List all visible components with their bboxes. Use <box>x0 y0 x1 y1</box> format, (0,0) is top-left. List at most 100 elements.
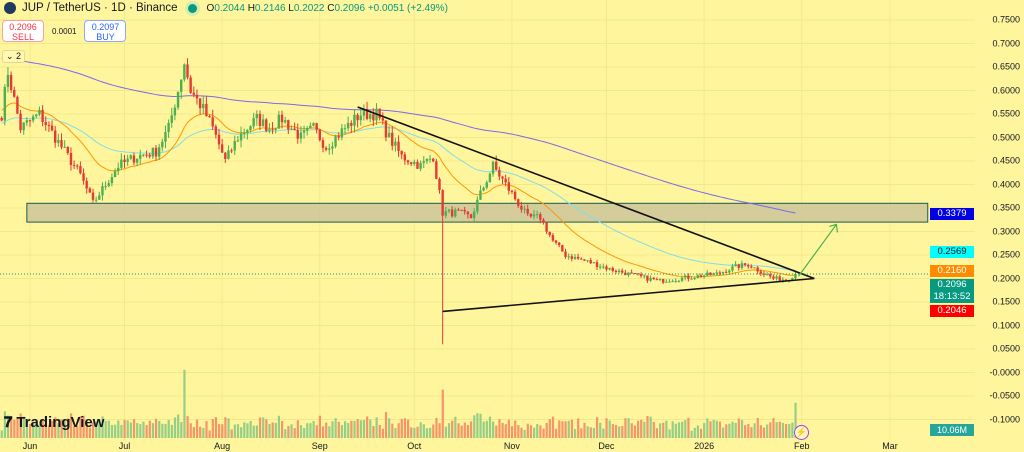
volume-bar <box>318 415 321 438</box>
volume-bar <box>699 428 703 438</box>
candle-body <box>378 108 381 119</box>
candle-body <box>293 128 296 131</box>
candle-body <box>652 277 655 280</box>
volume-bar <box>243 422 246 438</box>
candle-body <box>731 266 734 271</box>
volume-bar <box>485 420 488 438</box>
candle-body <box>580 258 583 260</box>
volume-bar <box>523 429 526 438</box>
volume-bar <box>621 426 624 438</box>
candle-body <box>413 161 416 165</box>
candle-body <box>258 113 262 126</box>
volume-bar <box>183 369 186 438</box>
volume-bar <box>321 426 325 438</box>
symbol-title[interactable]: JUP / TetherUS · 1D · Binance <box>22 2 178 14</box>
volume-bar <box>526 423 529 438</box>
volume-bar <box>507 419 510 438</box>
volume-bar <box>76 425 79 438</box>
volume-bar <box>501 422 504 438</box>
candle-body <box>403 154 407 161</box>
volume-bar <box>340 425 344 438</box>
volume-bar <box>577 418 580 438</box>
candle-body <box>450 209 454 217</box>
candle-body <box>778 276 781 281</box>
y-tick-label: 0.5000 <box>992 132 1020 142</box>
volume-bar <box>268 423 271 438</box>
sell-button[interactable]: 0.2096 SELL <box>2 20 44 42</box>
volume-bar <box>372 426 375 438</box>
candle-body <box>636 273 640 275</box>
candle-body <box>164 132 167 142</box>
volume-bar <box>766 424 769 438</box>
x-tick-label: Jul <box>118 441 131 451</box>
ohlc-readout: O0.2044 H0.2146 L0.2022 C0.2096 +0.0051 … <box>206 2 448 14</box>
volume-bar <box>123 419 126 438</box>
volume-bar <box>164 423 167 438</box>
volume-bar <box>693 427 696 438</box>
volume-bar <box>463 422 466 438</box>
lightning-icon[interactable]: ⚡ <box>794 425 809 440</box>
volume-bar <box>567 420 570 438</box>
candle-body <box>466 211 470 215</box>
candle-body <box>88 188 92 193</box>
candle-body <box>765 274 769 276</box>
volume-bar <box>684 419 687 438</box>
volume-bar <box>129 422 132 438</box>
tradingview-logo[interactable]: 𝟕 TradingView <box>4 414 105 431</box>
indicators-collapse-button[interactable]: ⌄ 2 <box>2 50 26 63</box>
candle-body <box>655 279 659 281</box>
volume-bar <box>580 428 583 438</box>
candle-body <box>554 240 558 243</box>
volume-bar <box>274 422 277 438</box>
candle-body <box>589 260 592 264</box>
candle-body <box>447 209 451 212</box>
candle-body <box>504 178 507 183</box>
volume-bar <box>504 424 507 438</box>
volume-bar <box>596 417 599 438</box>
candle-body <box>208 116 211 118</box>
candle-body <box>526 208 529 214</box>
volume-bar <box>186 416 189 438</box>
candle-body <box>142 154 145 156</box>
candle-body <box>161 141 164 148</box>
candle-body <box>529 213 533 217</box>
candle-body <box>769 274 772 277</box>
candle-body <box>438 178 441 191</box>
volume-bar <box>482 421 485 438</box>
volume-tag: 10.06M <box>930 424 974 436</box>
candle-body <box>9 74 13 90</box>
x-tick-label: Aug <box>214 441 231 451</box>
volume-bar <box>599 422 602 438</box>
candle-body <box>775 276 778 279</box>
volume-bar <box>454 416 457 438</box>
y-tick-label: 0.6500 <box>992 61 1020 72</box>
candle-body <box>170 115 173 123</box>
volume-bar <box>785 424 788 438</box>
candle-body <box>57 140 60 143</box>
volume-bar <box>101 416 104 438</box>
volume-bar <box>92 422 95 438</box>
candle-body <box>639 274 643 277</box>
candle-body <box>85 180 88 189</box>
candle-body <box>444 211 447 216</box>
volume-bar <box>573 429 577 438</box>
trade-panel: 0.2096 SELL 0.0001 0.2097 BUY <box>2 20 127 42</box>
buy-button[interactable]: 0.2097 BUY <box>84 20 127 42</box>
volume-bar <box>167 419 170 438</box>
volume-bar <box>249 421 252 438</box>
candle-body <box>791 278 794 280</box>
candle-body <box>724 271 728 273</box>
y-tick-label: 0.6000 <box>992 85 1020 95</box>
tv-logo-icon: 𝟕 <box>4 414 13 431</box>
candle-body <box>699 275 703 278</box>
candle-body <box>50 125 54 131</box>
volume-bar <box>202 427 205 438</box>
volume-bar <box>277 415 281 438</box>
volume-bar <box>230 429 233 438</box>
candle-body <box>561 245 564 252</box>
candle-body <box>22 122 25 131</box>
candle-body <box>82 173 85 181</box>
volume-bar <box>192 427 195 438</box>
volume-bar <box>495 425 498 438</box>
